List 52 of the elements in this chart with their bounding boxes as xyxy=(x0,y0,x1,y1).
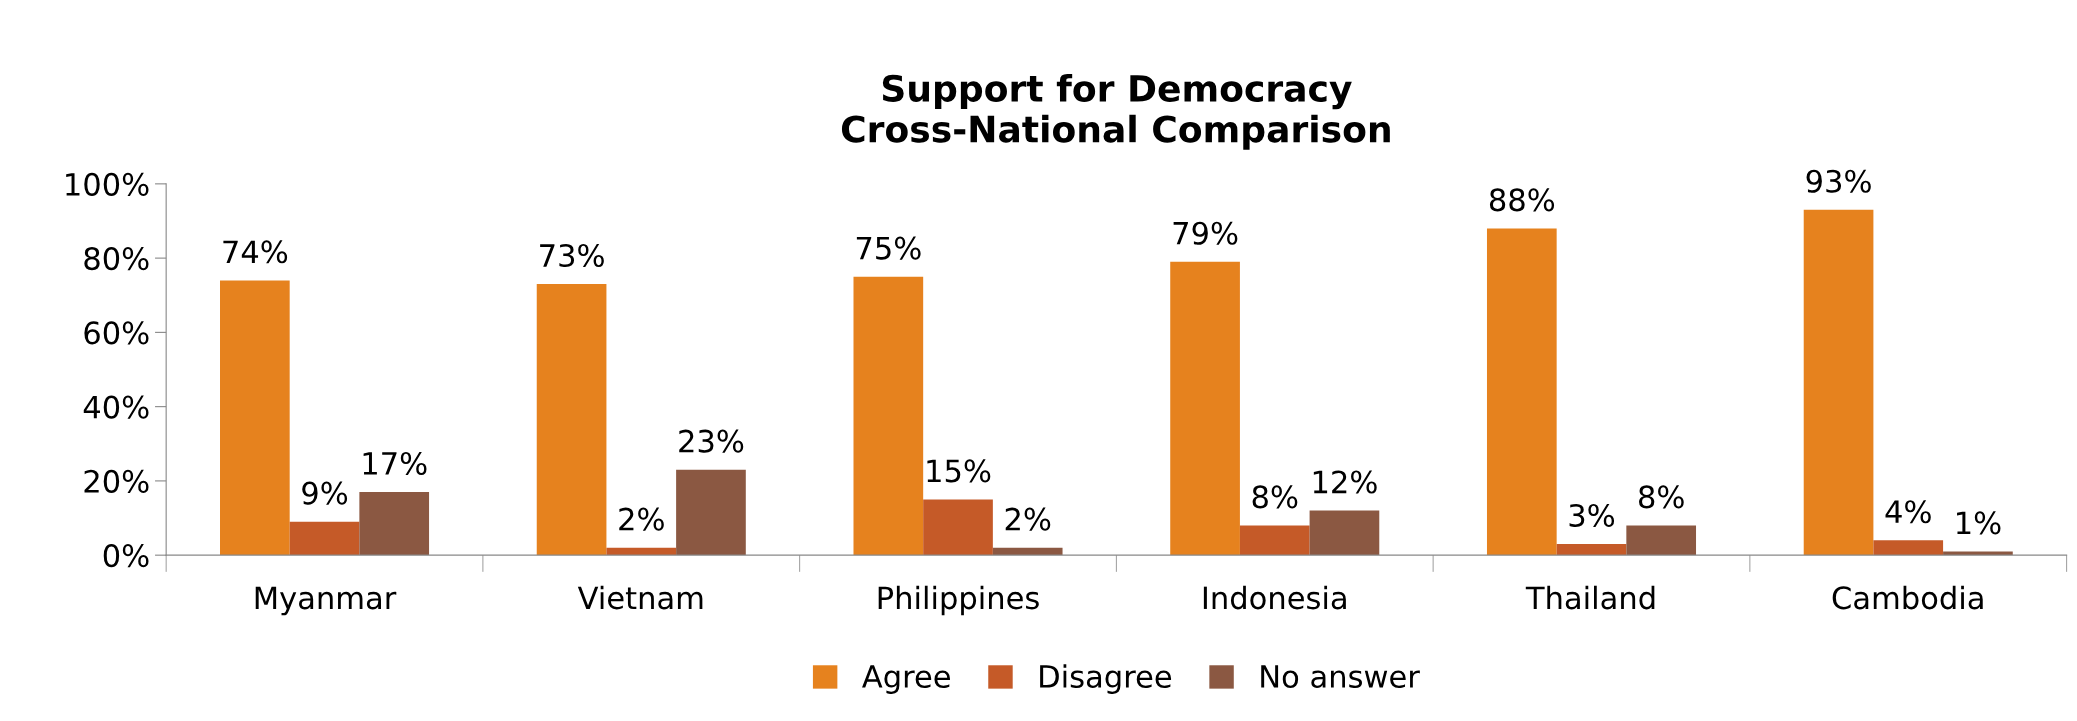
data-label: 93% xyxy=(1806,169,1871,193)
data-label: 2% xyxy=(1005,507,1051,531)
legend-label: Agree xyxy=(862,665,950,694)
data-label: 4% xyxy=(1885,500,1931,524)
data-label: 73% xyxy=(540,243,604,268)
bar xyxy=(676,469,746,556)
data-label: 8% xyxy=(1252,485,1298,509)
legend-label: Disagree xyxy=(1040,664,1172,694)
data-label: 9% xyxy=(302,481,348,505)
bar xyxy=(220,280,290,556)
x-tick-label: Cambodia xyxy=(1832,585,1983,610)
bar xyxy=(1626,525,1697,556)
bar xyxy=(536,284,607,556)
legend-label: No answer xyxy=(1261,665,1420,689)
y-tick-label: 40% xyxy=(83,395,149,419)
bar xyxy=(1486,228,1557,556)
bar xyxy=(359,492,430,556)
bar xyxy=(289,521,360,556)
bar xyxy=(1803,209,1874,556)
bar xyxy=(992,547,1063,556)
x-tick-label: Philippines xyxy=(878,585,1039,616)
x-tick-label: Myanmar xyxy=(255,586,397,616)
y-tick-label: 80% xyxy=(84,247,149,271)
data-label: 79% xyxy=(1173,221,1238,245)
data-label: 3% xyxy=(1569,503,1615,527)
y-tick-label: 100% xyxy=(66,172,149,196)
chart-title: Support for Democracy Cross-National Comparison xyxy=(841,74,1390,150)
bar xyxy=(1170,261,1240,556)
x-tick-label: Indonesia xyxy=(1203,585,1346,610)
y-tick-label: 0% xyxy=(103,544,149,568)
x-tick-label: Vietnam xyxy=(577,585,703,610)
bar xyxy=(1239,525,1310,556)
data-label: 8% xyxy=(1639,485,1684,509)
bar xyxy=(606,547,677,556)
data-label: 88% xyxy=(1489,188,1555,212)
y-tick-label: 20% xyxy=(84,469,149,493)
data-label: 75% xyxy=(856,236,921,260)
data-label: 1% xyxy=(1957,511,2001,535)
data-label: 74% xyxy=(223,240,288,264)
data-label: 12% xyxy=(1313,470,1377,494)
data-label: 15% xyxy=(927,459,991,483)
bar xyxy=(1556,544,1627,556)
data-label: 17% xyxy=(363,451,427,476)
x-tick-label: Thailand xyxy=(1525,585,1655,610)
bar xyxy=(1309,510,1380,556)
bar xyxy=(1873,540,1944,556)
data-label: 23% xyxy=(679,429,744,453)
bar xyxy=(1943,551,2013,556)
bar xyxy=(853,276,924,556)
bar xyxy=(923,499,993,556)
data-label: 2% xyxy=(619,507,664,531)
y-tick-label: 60% xyxy=(84,321,149,345)
